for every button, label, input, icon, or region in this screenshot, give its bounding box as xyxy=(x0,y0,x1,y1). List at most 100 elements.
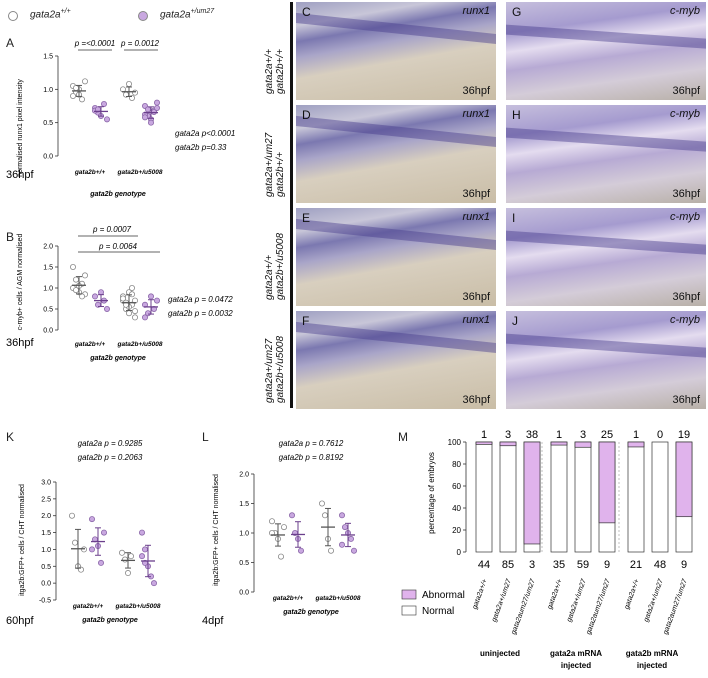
panel-l-point xyxy=(350,547,357,554)
photo-letter: C xyxy=(302,5,311,19)
photo-tissue-band xyxy=(296,12,496,46)
panel-k-point xyxy=(138,553,145,560)
panel-b-point xyxy=(120,295,127,302)
panel-k-tick-label: 2.5 xyxy=(41,496,51,503)
panel-m-cat-label: gata2aum27/um27 xyxy=(585,577,612,635)
panel-a-tick-label: 0.0 xyxy=(43,154,53,161)
panel-m-cat-label: gata2a+/+ xyxy=(624,578,641,610)
panel-k-point xyxy=(89,546,96,553)
photo-gene-label: c-myb xyxy=(670,314,700,326)
panel-m-normal-bar xyxy=(499,441,517,553)
panel-a-p1: p =<0.0001 xyxy=(74,39,115,48)
panel-b-point xyxy=(70,264,77,271)
panel-m-bottom-count: 59 xyxy=(577,559,589,571)
panel-a-point xyxy=(131,89,138,96)
photo-letter: F xyxy=(302,314,310,328)
panel-a-point xyxy=(82,78,89,85)
panel-m-abnormal-bar xyxy=(475,441,493,445)
panel-m-group-label: uninjected xyxy=(480,649,520,658)
panel-a-point xyxy=(101,101,108,108)
panel-m-abnormal-bar xyxy=(574,441,592,448)
panel-m-bottom-count: 21 xyxy=(630,559,642,571)
panel-b-point xyxy=(131,314,138,321)
photo-letter: D xyxy=(302,108,311,122)
panel-l-cat1: gata2b+/+ xyxy=(272,595,304,602)
panel-m-tick-label: 20 xyxy=(452,526,461,535)
photo-time-label: 36hpf xyxy=(672,394,700,406)
panel-a-cat2: gata2b+/u5008 xyxy=(117,169,163,176)
photo-letter: H xyxy=(512,108,521,122)
panel-l-tick-label: 0.5 xyxy=(239,560,249,567)
legend-mut-label: gata2a+/um27 xyxy=(160,8,215,21)
panel-l-tick-label: 2.0 xyxy=(239,472,249,479)
panel-m-top-count: 1 xyxy=(633,429,639,441)
panel-b-time: 36hpf xyxy=(6,337,34,349)
panel-m-cat-label: gata2a+/+ xyxy=(547,578,564,610)
panel-b-point xyxy=(147,293,154,300)
panel-m-cat-label: gata2a+/um27 xyxy=(566,577,588,623)
panel-b-tick-label: 2.0 xyxy=(43,244,53,251)
panel-l-chart: gata2a p = 0.7612 gata2b p = 0.8192 itga… xyxy=(202,439,361,627)
panel-l-stat2: gata2b p = 0.8192 xyxy=(279,453,344,462)
panel-m-top-count: 3 xyxy=(580,429,586,441)
panel-a-point xyxy=(153,105,160,112)
panel-l-ylabel: itga2b:GFP+ cells / CHT normalised xyxy=(213,474,220,586)
panel-l-point xyxy=(281,524,288,531)
panel-l-time: 4dpf xyxy=(202,615,224,627)
panel-m-ylabel: percentage of embryos xyxy=(427,452,436,534)
legend-normal-swatch xyxy=(401,605,417,616)
photo-gene-label: runx1 xyxy=(462,314,490,326)
panel-a-point xyxy=(126,81,133,88)
panel-a-tick-label: 1.0 xyxy=(43,87,53,94)
panel-l-point xyxy=(278,553,285,560)
panel-m-top-count: 1 xyxy=(556,429,562,441)
photo-gene-label: runx1 xyxy=(462,5,490,17)
photo-time-label: 36hpf xyxy=(672,291,700,303)
photo-gene-label: runx1 xyxy=(462,108,490,120)
panel-b-xlabel: gata2b genotype xyxy=(89,355,146,362)
panel-a-chart: normalised runx1 pixel intensity 0.0 0.5 1… xyxy=(6,39,235,198)
panel-a-point xyxy=(104,116,111,123)
photo-row-label: gata2a+/+ gata2b+/u5008 xyxy=(264,232,286,300)
panel-a-point xyxy=(141,114,148,121)
panel-m-tick-label: 60 xyxy=(452,482,461,491)
panel-l-xlabel: gata2b genotype xyxy=(282,609,339,616)
photo-time-label: 36hpf xyxy=(672,85,700,97)
panel-a-stat2: gata2b p=0.33 xyxy=(175,143,227,152)
panel-k-point xyxy=(89,516,96,523)
row-separator xyxy=(290,2,293,408)
panel-b-tick-label: 1.5 xyxy=(43,265,53,272)
panel-l-point xyxy=(289,512,296,519)
photo-gene-label: c-myb xyxy=(670,211,700,223)
panel-b-point xyxy=(98,289,105,296)
photo-time-label: 36hpf xyxy=(462,188,490,200)
panel-b-point xyxy=(141,314,148,321)
panel-m-abnormal-bar xyxy=(523,441,541,545)
panel-k-tick-label: 2.0 xyxy=(41,513,51,520)
panel-l-point xyxy=(338,541,345,548)
panel-k-point xyxy=(69,512,76,519)
panel-l-cat2: gata2b+/u5008 xyxy=(315,595,361,602)
panel-k-point xyxy=(141,546,148,553)
panel-k-chart: gata2a p = 0.9285 gata2b p = 0.2063 itga… xyxy=(6,439,161,627)
panel-l-tick-label: 1.0 xyxy=(239,531,249,538)
panel-m-bottom-count: 9 xyxy=(681,559,687,571)
panel-m-abnormal-bar xyxy=(598,441,616,524)
panel-m-normal-bar xyxy=(550,441,568,553)
panel-l-point xyxy=(341,524,348,531)
panel-m-group-label: gata2b mRNA xyxy=(626,649,679,658)
panel-a-tick-label: 0.5 xyxy=(43,120,53,127)
panel-m-abnormal-bar xyxy=(627,441,645,448)
panel-m-tick-label: 100 xyxy=(448,438,462,447)
panel-k-ylabel: itga2b:GFP+ cells / CHT normalised xyxy=(19,484,26,596)
panel-k-stat2: gata2b p = 0.2063 xyxy=(78,453,143,462)
panel-a-p2: p = 0.0012 xyxy=(120,39,160,48)
panel-m-cat-label: gata2a+/um27 xyxy=(643,577,665,623)
panel-k-tick-label: 1.5 xyxy=(41,530,51,537)
panel-k-cat1: gata2b+/+ xyxy=(72,603,104,610)
panel-b-letter: B xyxy=(6,230,15,244)
panel-b-point xyxy=(128,291,135,298)
photo-row-label: gata2a+/+ gata2b+/+ xyxy=(264,48,286,94)
panel-a-tick-label: 1.5 xyxy=(43,54,53,61)
panel-b-ylabel: c-myb+ cells / AGM normalised xyxy=(17,234,24,331)
